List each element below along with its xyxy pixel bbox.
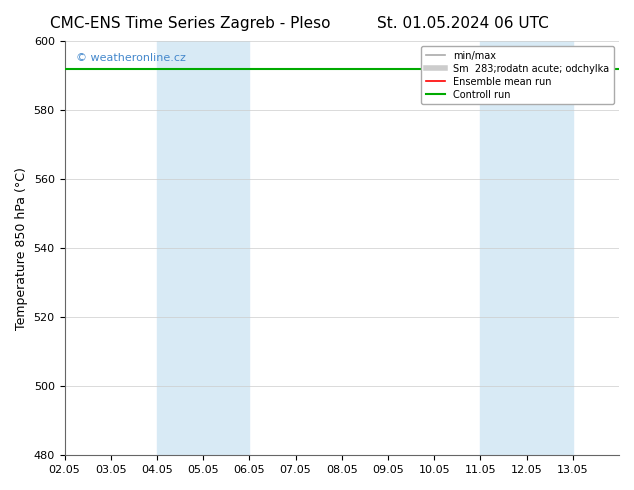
- Text: CMC-ENS Time Series Zagreb - Pleso: CMC-ENS Time Series Zagreb - Pleso: [50, 16, 330, 31]
- Legend: min/max, Sm  283;rodatn acute; odchylka, Ensemble mean run, Controll run: min/max, Sm 283;rodatn acute; odchylka, …: [421, 46, 614, 104]
- Y-axis label: Temperature 850 hPa (°C): Temperature 850 hPa (°C): [15, 167, 28, 330]
- Bar: [157, 41, 249, 455]
- Text: St. 01.05.2024 06 UTC: St. 01.05.2024 06 UTC: [377, 16, 548, 31]
- Bar: [481, 41, 573, 455]
- Text: © weatheronline.cz: © weatheronline.cz: [75, 53, 186, 64]
